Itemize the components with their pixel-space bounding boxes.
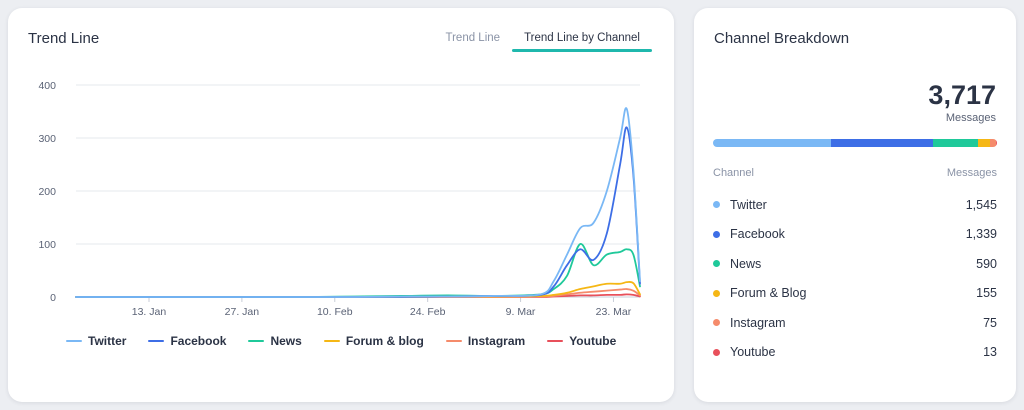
- legend-swatch: [323, 340, 340, 342]
- y-tick-label: 0: [50, 292, 56, 304]
- legend-label: Instagram: [467, 334, 526, 348]
- series-line-twitter: [75, 107, 641, 298]
- series-line-facebook: [75, 126, 641, 298]
- legend-item-facebook[interactable]: Facebook: [148, 334, 226, 348]
- legend-label: Twitter: [88, 334, 127, 348]
- y-tick-label: 200: [38, 186, 56, 198]
- x-tick-label: 13. Jan: [132, 306, 167, 318]
- x-tick-label: 24. Feb: [410, 306, 446, 318]
- tab-trend-line-by-channel[interactable]: Trend Line by Channel: [512, 32, 652, 52]
- total-messages-label: Messages: [945, 112, 996, 124]
- channel-dot-icon: [713, 289, 720, 297]
- channel-breakdown-card: Channel Breakdown 3,717 Messages Channel…: [694, 8, 1016, 402]
- legend-swatch: [547, 340, 564, 342]
- legend-label: News: [270, 334, 302, 348]
- share-segment-forum-blog: [978, 139, 991, 147]
- channel-message-count: 590: [976, 256, 997, 271]
- x-tick-label: 9. Mar: [506, 306, 536, 318]
- share-segment-twitter: [713, 139, 832, 147]
- channel-message-count: 1,339: [965, 227, 997, 242]
- legend-item-instagram[interactable]: Instagram: [445, 334, 526, 348]
- legend-swatch: [248, 340, 265, 342]
- channel-dot-icon: [713, 260, 720, 268]
- channel-message-count: 75: [983, 315, 997, 330]
- breakdown-rows: Twitter 1,545 Facebook 1,339 News 590 Forum & …: [713, 190, 997, 367]
- channel-dot-icon: [713, 319, 720, 327]
- series-line-news: [75, 243, 641, 298]
- legend-swatch: [445, 340, 462, 342]
- trend-line-title: Trend Line: [28, 30, 100, 47]
- legend-swatch: [148, 340, 165, 342]
- channel-breakdown-title: Channel Breakdown: [714, 30, 850, 47]
- channel-dot-icon: [713, 230, 720, 238]
- channel-name: News: [730, 256, 762, 271]
- channel-cell: News: [713, 257, 761, 271]
- breakdown-table-header: Channel Messages: [713, 167, 997, 179]
- legend-item-forum-blog[interactable]: Forum & blog: [323, 334, 424, 348]
- legend-item-youtube[interactable]: Youtube: [547, 334, 616, 348]
- channel-name: Facebook: [730, 227, 785, 242]
- channel-message-count: 1,545: [965, 197, 997, 212]
- chart-legend: Twitter Facebook News Forum & blog Instagram…: [66, 334, 616, 348]
- channel-cell: Forum & Blog: [713, 286, 806, 300]
- channel-cell: Twitter: [713, 198, 767, 212]
- share-segment-news: [933, 139, 979, 147]
- channel-dot-icon: [713, 201, 720, 209]
- channel-row: Forum & Blog 155: [713, 279, 997, 309]
- y-tick-label: 300: [38, 133, 56, 145]
- y-tick-label: 100: [38, 239, 56, 251]
- channel-row: Instagram 75: [713, 308, 997, 338]
- legend-item-twitter[interactable]: Twitter: [66, 334, 126, 348]
- x-tick-label: 27. Jan: [225, 306, 260, 318]
- share-segment-instagram: [990, 139, 996, 147]
- trend-tabs: Trend Line Trend Line by Channel: [434, 32, 653, 52]
- channel-row: Twitter 1,545: [713, 190, 997, 220]
- legend-label: Forum & blog: [345, 334, 424, 348]
- channel-column-header: Channel: [713, 167, 754, 179]
- x-tick-label: 23. Mar: [596, 306, 632, 318]
- channel-cell: Facebook: [713, 227, 785, 241]
- total-messages-value: 3,717: [928, 80, 996, 110]
- trend-line-card: Trend Line Trend Line Trend Line by Chan…: [8, 8, 674, 402]
- channel-message-count: 155: [976, 286, 997, 301]
- legend-label: Facebook: [170, 334, 227, 348]
- legend-swatch: [66, 340, 82, 342]
- trend-chart[interactable]: 0 100 200 300 400 13. Jan 27. Jan 10. Feb 24. Fe…: [8, 8, 674, 402]
- channel-name: Forum & Blog: [730, 286, 807, 301]
- channel-dot-icon: [713, 348, 720, 356]
- channel-cell: Instagram: [713, 316, 786, 330]
- channel-name: Twitter: [730, 197, 767, 212]
- legend-label: Youtube: [569, 334, 617, 348]
- share-segment-youtube: [995, 139, 997, 147]
- messages-column-header: Messages: [946, 167, 997, 179]
- channel-cell: Youtube: [713, 345, 775, 359]
- channel-row: Facebook 1,339: [713, 220, 997, 250]
- channel-row: Youtube 13: [713, 338, 997, 368]
- y-tick-label: 400: [38, 80, 56, 92]
- x-tick-label: 10. Feb: [317, 306, 353, 318]
- channel-message-count: 13: [983, 345, 997, 360]
- channel-share-bar: [713, 139, 997, 147]
- channel-name: Youtube: [730, 345, 776, 360]
- legend-item-news[interactable]: News: [248, 334, 302, 348]
- tab-trend-line[interactable]: Trend Line: [445, 32, 501, 44]
- channel-row: News 590: [713, 249, 997, 279]
- share-segment-facebook: [831, 139, 934, 147]
- channel-name: Instagram: [730, 315, 786, 330]
